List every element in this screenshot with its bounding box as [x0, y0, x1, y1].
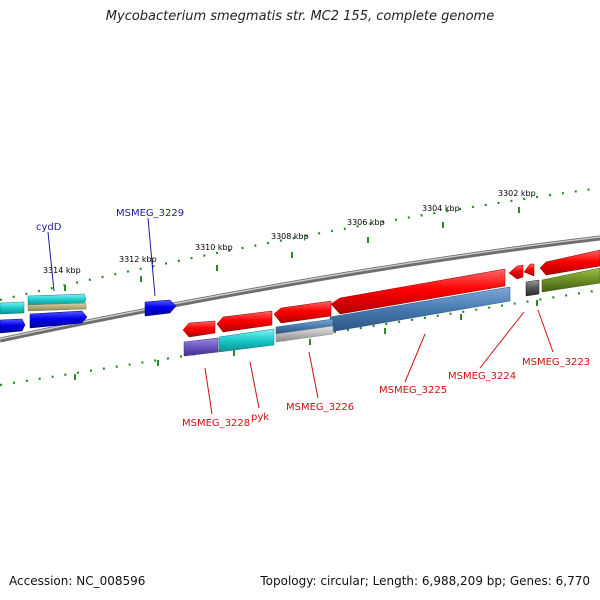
- gene-labels: cydD MSMEG_3229 MSMEG_3228 pyk MSMEG_322…: [36, 208, 590, 429]
- gene-label-pyk[interactable]: pyk: [251, 412, 269, 423]
- tick-label-3302: 3302 kbp: [498, 189, 536, 198]
- gene-olive-forward[interactable]: [541, 267, 600, 293]
- genome-title: Mycobacterium smegmatis str. MC2 155, co…: [105, 9, 495, 24]
- gene-red-forward-right[interactable]: [539, 249, 600, 276]
- gene-label-cydd[interactable]: cydD: [36, 222, 62, 233]
- gene-khaki-forward[interactable]: [27, 302, 87, 312]
- gene-label-msmeg-3226[interactable]: MSMEG_3226: [286, 402, 354, 413]
- gene-cyan-pyk[interactable]: [218, 328, 275, 353]
- gene-label-msmeg-3225[interactable]: MSMEG_3225: [379, 385, 447, 396]
- gene-gray-3226[interactable]: [275, 325, 334, 343]
- tick-label-3306: 3306 kbp: [347, 218, 385, 227]
- tick-label-3314: 3314 kbp: [43, 266, 81, 275]
- tick-label-3308: 3308 kbp: [271, 232, 309, 241]
- gene-red-3226[interactable]: [273, 300, 332, 324]
- gene-label-msmeg-3228[interactable]: MSMEG_3228: [182, 418, 250, 429]
- gene-label-msmeg-3223[interactable]: MSMEG_3223: [522, 357, 590, 368]
- leader-lines: [47, 217, 554, 415]
- gene-label-msmeg-3224[interactable]: MSMEG_3224: [448, 371, 516, 382]
- gene-red-long-3225[interactable]: [330, 268, 506, 315]
- gene-purple-3228[interactable]: [183, 337, 219, 357]
- forward-strand-genes: [0, 249, 600, 334]
- reverse-strand-genes: [182, 263, 540, 357]
- gene-msmeg-3229[interactable]: [144, 299, 177, 317]
- gene-blue-forward[interactable]: [29, 310, 88, 329]
- accession-text: Accession: NC_008596: [9, 574, 146, 588]
- gene-red-small-1[interactable]: [508, 264, 524, 280]
- outer-major-ticks: [64, 207, 520, 291]
- genome-backbone-highlight: [0, 236, 600, 340]
- gene-dark-3223[interactable]: [525, 279, 540, 297]
- gene-cyan-left[interactable]: [0, 301, 25, 315]
- genome-backbone: [0, 235, 600, 343]
- inner-major-ticks: [74, 300, 538, 380]
- gene-red-pyk[interactable]: [216, 310, 273, 333]
- tick-label-3304: 3304 kbp: [422, 204, 460, 213]
- gene-red-3228[interactable]: [182, 320, 216, 338]
- inner-tick-arc: [0, 288, 600, 387]
- scale-labels: 3302 kbp 3304 kbp 3306 kbp 3308 kbp 3310…: [43, 189, 536, 275]
- gene-cyan-forward[interactable]: [27, 293, 87, 307]
- gene-red-small-2[interactable]: [523, 263, 535, 277]
- tick-label-3310: 3310 kbp: [195, 243, 233, 252]
- gene-label-msmeg-3229[interactable]: MSMEG_3229: [116, 208, 184, 219]
- tick-label-3312: 3312 kbp: [119, 255, 157, 264]
- topology-text: Topology: circular; Length: 6,988,209 bp…: [260, 574, 590, 588]
- gene-blue-left[interactable]: [0, 318, 26, 334]
